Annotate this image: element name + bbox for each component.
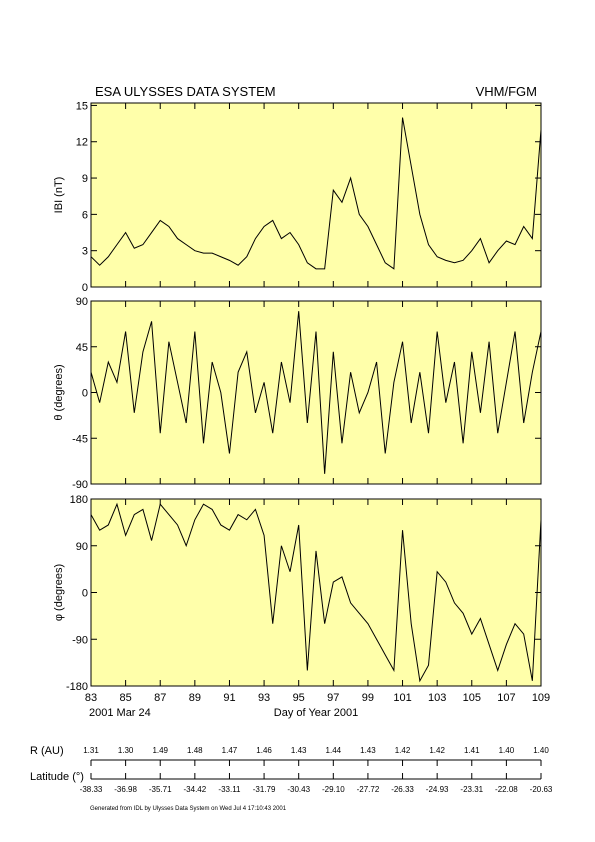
y-tick-label: -90: [72, 634, 88, 646]
start-label: 2001 Mar 24: [89, 707, 151, 719]
y-tick-label: -180: [66, 681, 88, 693]
y-tick-label: 0: [82, 588, 88, 600]
instrument: VHM/FGM: [476, 84, 537, 99]
x-tick-label: 85: [119, 692, 131, 704]
lat-value: -38.33: [80, 785, 103, 794]
data-line: [91, 117, 541, 270]
lat-value: -26.33: [391, 785, 414, 794]
y-tick-label: 45: [76, 342, 88, 354]
x-tick-label: 103: [428, 692, 446, 704]
y-axis-label: θ (degrees): [53, 364, 65, 420]
lat-value: -23.31: [460, 785, 483, 794]
lat-value: -27.72: [357, 785, 380, 794]
plot-area: [90, 102, 542, 288]
x-tick-label: 87: [154, 692, 166, 704]
x-tick-label: 89: [189, 692, 201, 704]
r-value: 1.43: [291, 746, 307, 755]
y-axis-label: φ (degrees): [53, 564, 65, 621]
lat-value: -29.10: [322, 785, 345, 794]
lat-value: -30.43: [287, 785, 310, 794]
y-tick-label: 0: [82, 282, 88, 294]
plot-area: [90, 498, 542, 687]
r-value: 1.47: [222, 746, 238, 755]
footer: Generated from IDL by Ulysses Data Syste…: [90, 806, 287, 812]
lat-value: -34.42: [184, 785, 207, 794]
x-tick-label: 91: [223, 692, 235, 704]
x-tick-label: 105: [463, 692, 481, 704]
r-value: 1.49: [152, 746, 168, 755]
r-value: 1.44: [326, 746, 342, 755]
r-value: 1.46: [256, 746, 272, 755]
lat-value: -36.98: [114, 785, 137, 794]
x-tick-label: 93: [258, 692, 270, 704]
y-tick-label: 6: [82, 209, 88, 221]
r-value: 1.42: [429, 746, 445, 755]
y-tick-label: 90: [76, 541, 88, 553]
y-tick-label: 180: [70, 494, 88, 506]
x-tick-label: 107: [497, 692, 515, 704]
r-value: 1.42: [395, 746, 411, 755]
y-tick-label: 90: [76, 296, 88, 308]
lat-value: -35.71: [149, 785, 172, 794]
data-line: [91, 311, 541, 474]
y-axis-label: IBI (nT): [53, 177, 65, 214]
y-tick-label: 3: [82, 246, 88, 258]
r-value: 1.30: [118, 746, 134, 755]
y-tick-label: 0: [82, 388, 88, 400]
lat-value: -33.11: [218, 785, 241, 794]
x-tick-label: 109: [532, 692, 550, 704]
y-tick-label: -90: [72, 479, 88, 491]
x-tick-label: 101: [393, 692, 411, 704]
r-value: 1.43: [360, 746, 376, 755]
r-value: 1.48: [187, 746, 203, 755]
y-tick-label: 12: [76, 137, 88, 149]
plot-area: [90, 300, 542, 485]
x-axis-label: Day of Year 2001: [274, 707, 358, 719]
lat-value: -20.63: [530, 785, 553, 794]
y-tick-label: 15: [76, 100, 88, 112]
r-value: 1.31: [83, 746, 99, 755]
x-tick-label: 97: [327, 692, 339, 704]
lat-label: Latitude (°): [30, 771, 84, 783]
x-tick-label: 95: [293, 692, 305, 704]
y-tick-label: 9: [82, 173, 88, 185]
x-tick-label: 99: [362, 692, 374, 704]
lat-value: -24.93: [426, 785, 449, 794]
data-line: [91, 502, 541, 683]
r-value: 1.41: [464, 746, 480, 755]
lat-value: -22.08: [495, 785, 518, 794]
r-label: R (AU): [30, 745, 64, 757]
r-value: 1.40: [499, 746, 515, 755]
x-tick-label: 83: [85, 692, 97, 704]
lat-value: -31.79: [253, 785, 276, 794]
y-tick-label: -45: [72, 433, 88, 445]
r-value: 1.40: [533, 746, 549, 755]
title: ESA ULYSSES DATA SYSTEM: [95, 84, 276, 99]
